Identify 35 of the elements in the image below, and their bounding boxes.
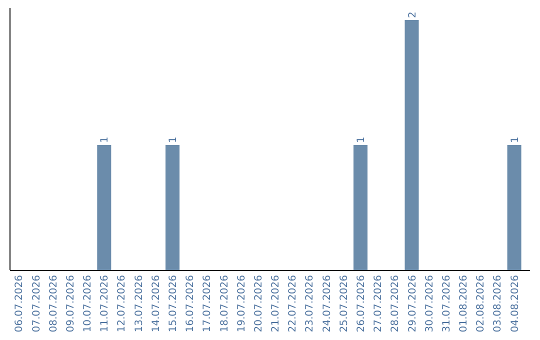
data-label: 1 xyxy=(100,136,111,143)
x-tick-label: 23.07.2026 xyxy=(304,275,316,332)
data-label: 1 xyxy=(168,136,180,143)
x-tick-label: 14.07.2026 xyxy=(150,275,162,332)
x-tick-label: 29.07.2026 xyxy=(407,275,418,332)
x-tick-label: 20.07.2026 xyxy=(253,275,264,332)
x-tick-label: 10.07.2026 xyxy=(82,275,94,332)
x-tick-label: 09.07.2026 xyxy=(65,275,76,332)
x-tick-label: 18.07.2026 xyxy=(219,275,230,332)
x-tick-label: 13.07.2026 xyxy=(134,275,145,332)
x-tick-label: 30.07.2026 xyxy=(424,275,436,332)
x-tick-label: 16.07.2026 xyxy=(185,275,196,332)
x-tick-label: 02.08.2026 xyxy=(476,275,487,332)
x-tick-label: 28.07.2026 xyxy=(390,275,402,332)
x-tick-label: 04.08.2026 xyxy=(510,275,521,332)
x-tick-label: 15.07.2026 xyxy=(168,275,180,332)
x-tick-label: 07.07.2026 xyxy=(31,275,42,332)
x-tick-label: 12.07.2026 xyxy=(116,275,128,332)
x-tick-label: 22.07.2026 xyxy=(288,275,299,332)
data-label: 1 xyxy=(510,136,521,143)
x-tick-label: 17.07.2026 xyxy=(202,275,214,332)
x-tick-label: 21.07.2026 xyxy=(270,275,282,332)
x-tick-label: 25.07.2026 xyxy=(338,275,350,332)
x-tick-label: 11.07.2026 xyxy=(100,275,111,332)
x-tick-label: 27.07.2026 xyxy=(373,275,384,332)
x-tick-label: 01.08.2026 xyxy=(458,275,470,332)
x-tick-label: 26.07.2026 xyxy=(356,275,367,332)
data-label: 1 xyxy=(356,136,367,143)
x-tick-label: 06.07.2026 xyxy=(14,275,26,332)
x-tick-label: 08.07.2026 xyxy=(48,275,60,332)
x-tick-label: 19.07.2026 xyxy=(236,275,248,332)
data-label: 2 xyxy=(407,12,418,18)
x-tick-label: 03.08.2026 xyxy=(492,275,504,332)
x-tick-label: 24.07.2026 xyxy=(322,275,333,332)
x-tick-label: 31.07.2026 xyxy=(441,275,452,332)
